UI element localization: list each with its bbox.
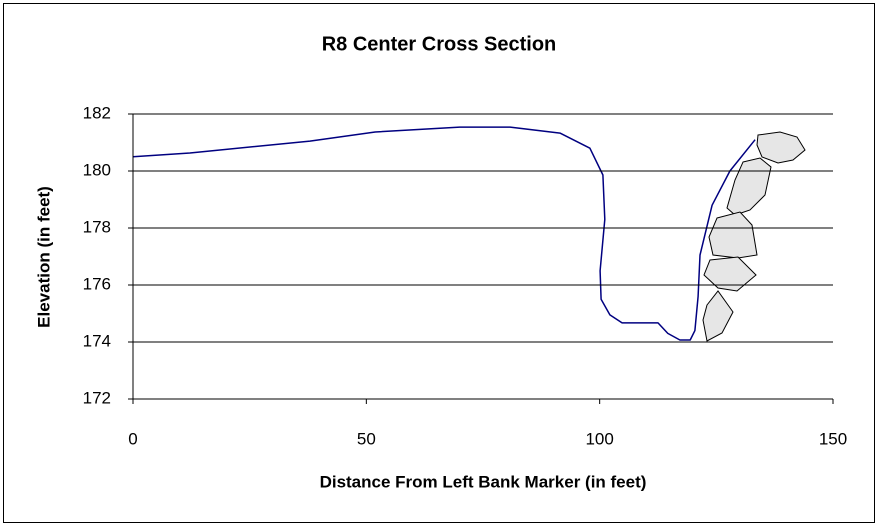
x-tick-label: 150 [819, 429, 847, 448]
x-axis-label: Distance From Left Bank Marker (in feet) [320, 472, 647, 491]
y-tick-label: 176 [83, 274, 111, 293]
y-tick-label: 172 [83, 388, 111, 407]
y-tick-label: 174 [83, 331, 111, 350]
y-axis-label: Elevation (in feet) [34, 186, 53, 328]
x-tick-label: 0 [128, 429, 137, 448]
y-tick-label: 180 [83, 160, 111, 179]
y-tick-label: 178 [83, 217, 111, 236]
chart-title: R8 Center Cross Section [322, 33, 557, 55]
x-tick-label: 100 [585, 429, 613, 448]
x-tick-label: 50 [357, 429, 376, 448]
y-tick-label: 182 [83, 103, 111, 122]
chart: R8 Center Cross Section Distance From Le… [0, 0, 878, 527]
